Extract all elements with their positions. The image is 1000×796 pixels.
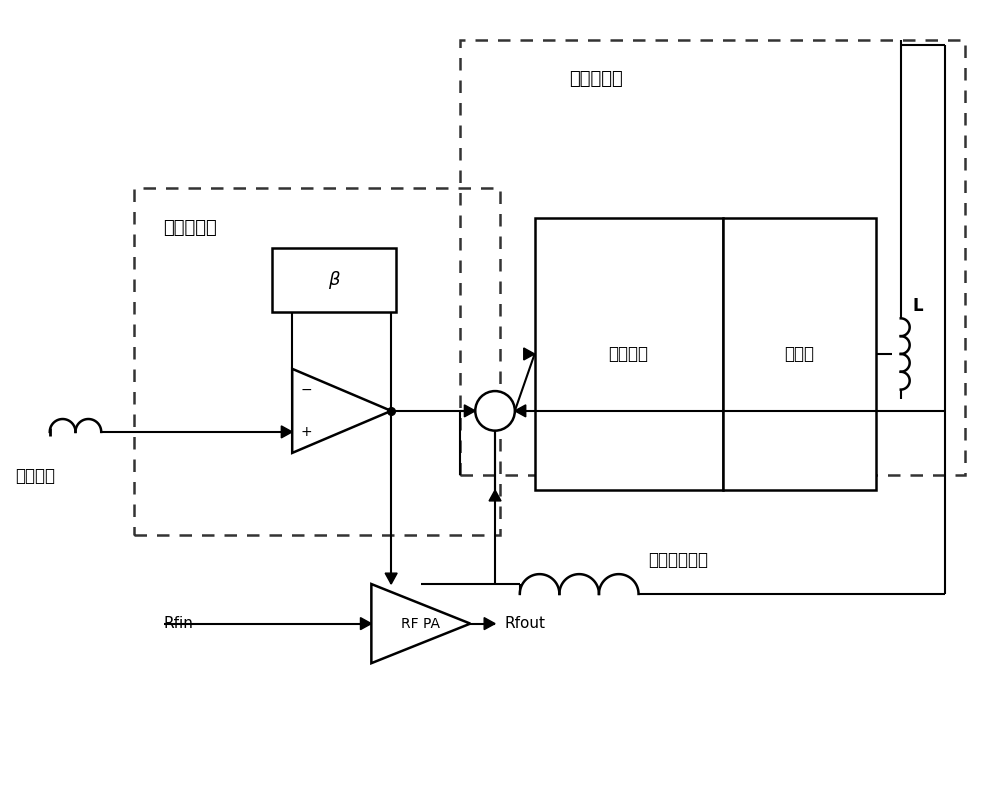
Text: 输出调制电压: 输出调制电压 [648, 551, 708, 569]
Polygon shape [484, 618, 495, 630]
Polygon shape [464, 405, 475, 417]
Text: −: − [300, 383, 312, 397]
Polygon shape [360, 618, 371, 630]
Polygon shape [281, 426, 292, 438]
Text: Rfin: Rfin [163, 616, 193, 631]
Polygon shape [489, 490, 501, 501]
Text: 线性放大器: 线性放大器 [164, 219, 217, 236]
Text: +: + [300, 425, 312, 439]
Polygon shape [385, 573, 397, 584]
Text: 输出级: 输出级 [784, 345, 814, 363]
Text: L: L [913, 298, 923, 315]
Text: 开关放大器: 开关放大器 [569, 70, 623, 88]
Bar [272, 248, 396, 312]
Text: Rfout: Rfout [505, 616, 546, 631]
Polygon shape [524, 348, 535, 360]
Circle shape [475, 391, 515, 431]
Bar [723, 218, 876, 490]
Bar [535, 218, 723, 490]
Polygon shape [515, 405, 526, 417]
Text: 控制电路: 控制电路 [609, 345, 649, 363]
Text: β: β [329, 271, 340, 289]
Text: 输入包络: 输入包络 [15, 467, 55, 486]
Text: RF PA: RF PA [401, 617, 440, 630]
